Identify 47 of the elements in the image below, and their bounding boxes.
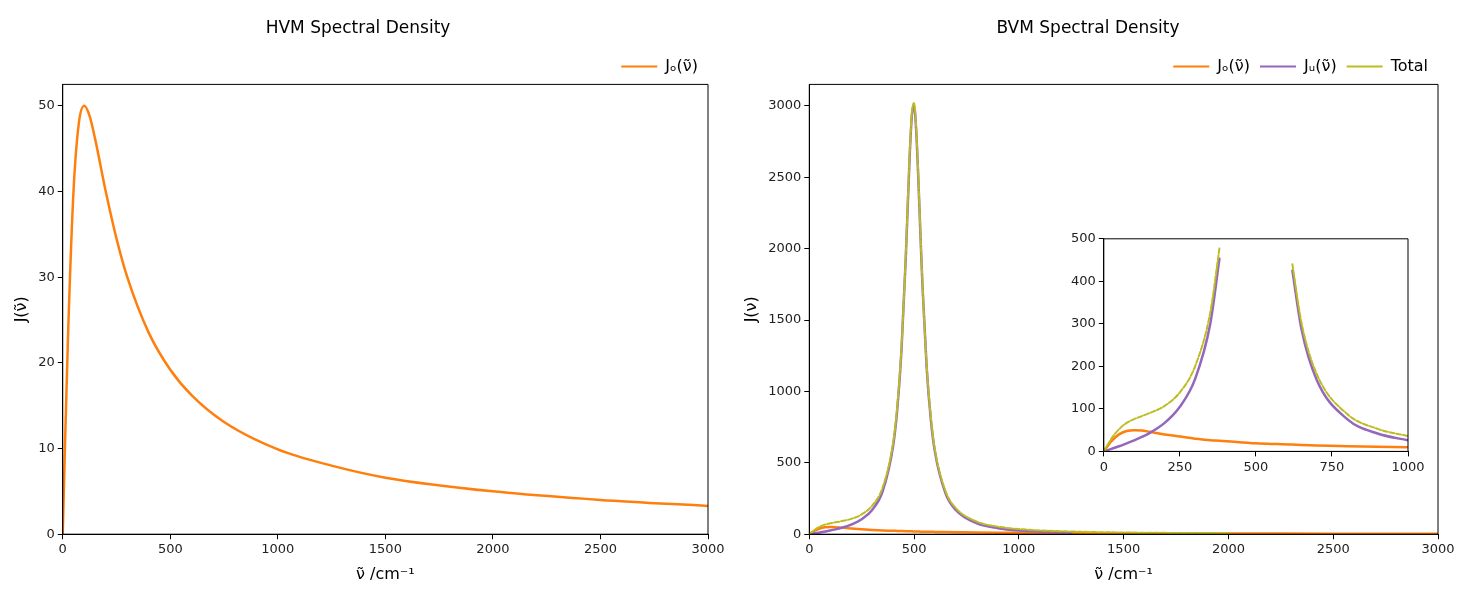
x-tick-label: 1500 bbox=[1107, 541, 1141, 557]
x-tick-label: 500 bbox=[1243, 458, 1269, 474]
y-tick-label: 40 bbox=[38, 182, 55, 198]
x-tick-label: 1000 bbox=[261, 541, 295, 557]
x-tick-label: 1500 bbox=[368, 541, 402, 557]
x-tick-label: 500 bbox=[901, 541, 927, 557]
x-tick-label: 1000 bbox=[1391, 458, 1425, 474]
legend-label: Jₒ(ν̃) bbox=[664, 55, 699, 75]
y-tick-label: 400 bbox=[1070, 272, 1096, 288]
y-tick-label: 1500 bbox=[768, 311, 802, 327]
y-tick-label: 2500 bbox=[768, 168, 802, 184]
y-tick-label: 0 bbox=[1087, 442, 1096, 458]
y-tick-label: 100 bbox=[1070, 400, 1096, 416]
x-axis-title: ν̃ /cm⁻¹ bbox=[356, 563, 415, 583]
x-tick-label: 750 bbox=[1319, 458, 1345, 474]
chart-title: BVM Spectral Density bbox=[996, 16, 1180, 37]
y-axis-title: J(ν) bbox=[740, 296, 760, 324]
x-tick-label: 2500 bbox=[1316, 541, 1350, 557]
y-tick-label: 0 bbox=[793, 525, 802, 541]
y-tick-label: 2000 bbox=[768, 239, 802, 255]
x-tick-label: 1000 bbox=[1002, 541, 1036, 557]
y-tick-label: 30 bbox=[38, 268, 55, 284]
x-tick-label: 2000 bbox=[476, 541, 510, 557]
legend-label: Total bbox=[1389, 55, 1429, 75]
y-axis-title: J(ν̃) bbox=[10, 296, 30, 324]
x-tick-label: 2500 bbox=[583, 541, 617, 557]
y-tick-label: 3000 bbox=[768, 97, 802, 113]
legend-label: Jᵤ(ν̃) bbox=[1303, 55, 1337, 75]
y-tick-label: 0 bbox=[46, 525, 55, 541]
y-tick-label: 500 bbox=[1070, 230, 1096, 246]
legend-label: Jₒ(ν̃) bbox=[1216, 55, 1251, 75]
x-tick-label: 3000 bbox=[1421, 541, 1455, 557]
y-tick-label: 200 bbox=[1070, 357, 1096, 373]
x-tick-label: 2000 bbox=[1211, 541, 1245, 557]
y-tick-label: 1000 bbox=[768, 382, 802, 398]
y-tick-label: 300 bbox=[1070, 315, 1096, 331]
chart-title: HVM Spectral Density bbox=[265, 16, 451, 37]
x-tick-label: 250 bbox=[1167, 458, 1193, 474]
y-tick-label: 50 bbox=[38, 97, 55, 113]
x-tick-label: 3000 bbox=[691, 541, 725, 557]
y-tick-label: 10 bbox=[38, 439, 55, 455]
x-axis-title: ν̃ /cm⁻¹ bbox=[1094, 563, 1153, 583]
x-tick-label: 0 bbox=[805, 541, 814, 557]
y-tick-label: 20 bbox=[38, 354, 55, 370]
x-tick-label: 500 bbox=[157, 541, 183, 557]
x-tick-label: 0 bbox=[1099, 458, 1108, 474]
x-tick-label: 0 bbox=[58, 541, 67, 557]
